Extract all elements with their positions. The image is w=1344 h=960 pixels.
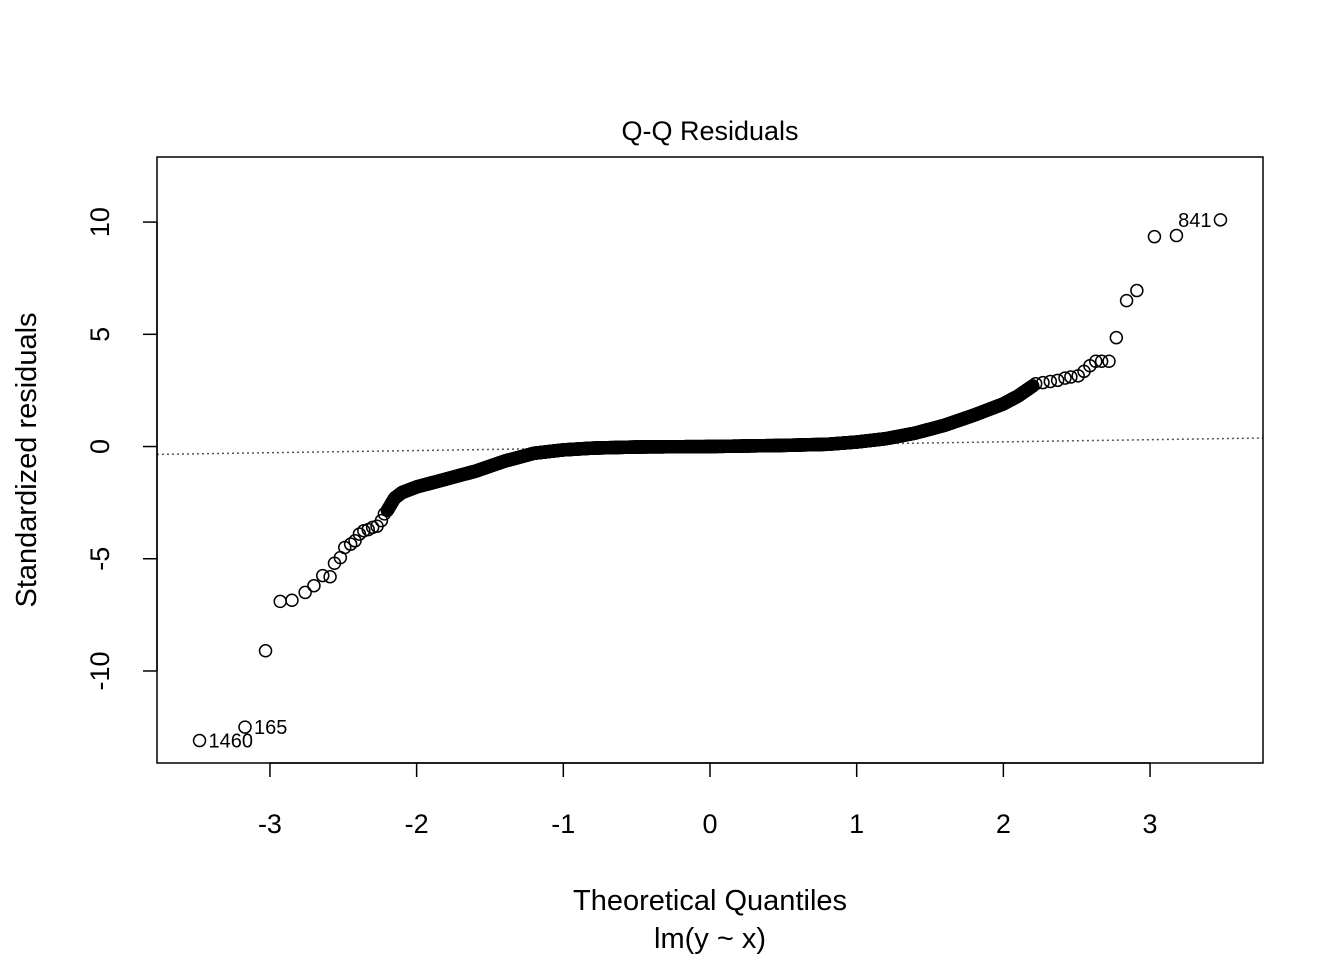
x-tick-label: 0 [702,809,717,839]
y-tick-label: 10 [85,207,115,237]
qq-point [273,594,287,609]
qq-point [1028,376,1043,391]
qq-point-label: 1460 [209,731,254,753]
y-tick-label: -10 [85,651,115,690]
qq-point [192,733,207,748]
qq-point [323,569,337,584]
qq-point [1119,293,1134,308]
qq-point [1043,374,1058,389]
qq-point [1050,373,1065,388]
qq-point-label: 841 [1178,210,1211,232]
qq-point [1109,330,1124,345]
qq-point [1036,375,1050,390]
qq-point [1130,283,1144,298]
qq-point [377,507,392,521]
qq-point [1169,228,1184,243]
x-axis: -3 -2 -1 0 1 2 3 [258,762,1158,839]
x-tick-label: -2 [405,809,429,839]
qq-point [258,644,273,658]
qq-point [1058,371,1072,385]
qq-point [374,513,389,528]
qq-point [316,568,330,583]
x-tick-label: 3 [1143,809,1158,839]
qq-point-label: 165 [254,717,287,739]
y-axis-title: Standardized residuals [11,312,43,607]
qq-point [238,720,252,734]
qq-point [1102,354,1116,368]
qq-point [307,578,321,593]
y-tick-label: -5 [85,547,115,571]
qq-point [1147,229,1162,244]
qq-point [1089,354,1103,368]
x-axis-title: Theoretical Quantiles [573,885,847,917]
qq-point [1094,354,1109,368]
x-axis-subtitle: lm(y ~ x) [654,923,766,955]
x-tick-label: -3 [258,809,282,839]
x-tick-label: -1 [551,809,575,839]
points-layer [192,213,1228,748]
qq-point [343,537,358,551]
qq-point [1213,213,1228,227]
qq-point [348,534,362,548]
y-tick-label: 0 [85,439,115,454]
y-tick-label: 5 [85,327,115,342]
qq-point [285,593,299,608]
qq-reference-line [156,437,1264,456]
y-axis: -10 -5 0 5 10 [85,207,158,690]
x-tick-label: 2 [996,809,1011,839]
qq-point [298,585,312,600]
reference-line-layer [156,437,1264,456]
x-tick-label: 1 [849,809,864,839]
chart-title: Q-Q Residuals [621,116,798,146]
plot-frame [156,156,1264,764]
qq-point [1064,370,1078,384]
